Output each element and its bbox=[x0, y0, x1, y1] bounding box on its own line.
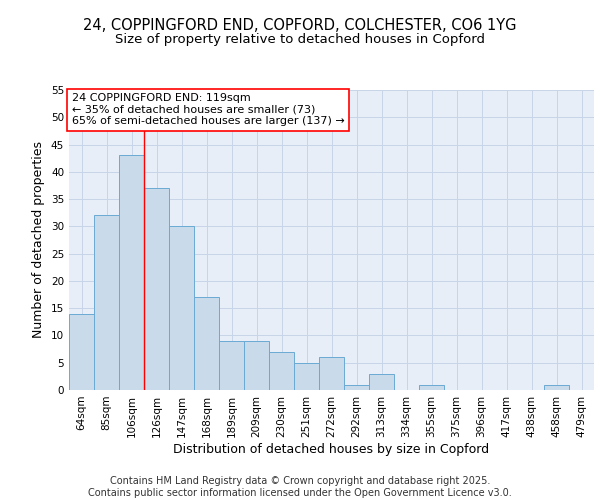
X-axis label: Distribution of detached houses by size in Copford: Distribution of detached houses by size … bbox=[173, 442, 490, 456]
Bar bbox=[344, 384, 369, 390]
Bar bbox=[419, 384, 444, 390]
Bar bbox=[194, 298, 219, 390]
Bar bbox=[319, 358, 344, 390]
Bar bbox=[169, 226, 194, 390]
Bar bbox=[294, 362, 319, 390]
Bar bbox=[144, 188, 169, 390]
Bar bbox=[219, 341, 244, 390]
Text: Size of property relative to detached houses in Copford: Size of property relative to detached ho… bbox=[115, 32, 485, 46]
Bar bbox=[94, 216, 119, 390]
Bar bbox=[69, 314, 94, 390]
Text: 24, COPPINGFORD END, COPFORD, COLCHESTER, CO6 1YG: 24, COPPINGFORD END, COPFORD, COLCHESTER… bbox=[83, 18, 517, 32]
Y-axis label: Number of detached properties: Number of detached properties bbox=[32, 142, 46, 338]
Bar bbox=[269, 352, 294, 390]
Text: 24 COPPINGFORD END: 119sqm
← 35% of detached houses are smaller (73)
65% of semi: 24 COPPINGFORD END: 119sqm ← 35% of deta… bbox=[71, 93, 344, 126]
Bar bbox=[119, 156, 144, 390]
Text: Contains HM Land Registry data © Crown copyright and database right 2025.
Contai: Contains HM Land Registry data © Crown c… bbox=[88, 476, 512, 498]
Bar bbox=[369, 374, 394, 390]
Bar bbox=[244, 341, 269, 390]
Bar bbox=[544, 384, 569, 390]
